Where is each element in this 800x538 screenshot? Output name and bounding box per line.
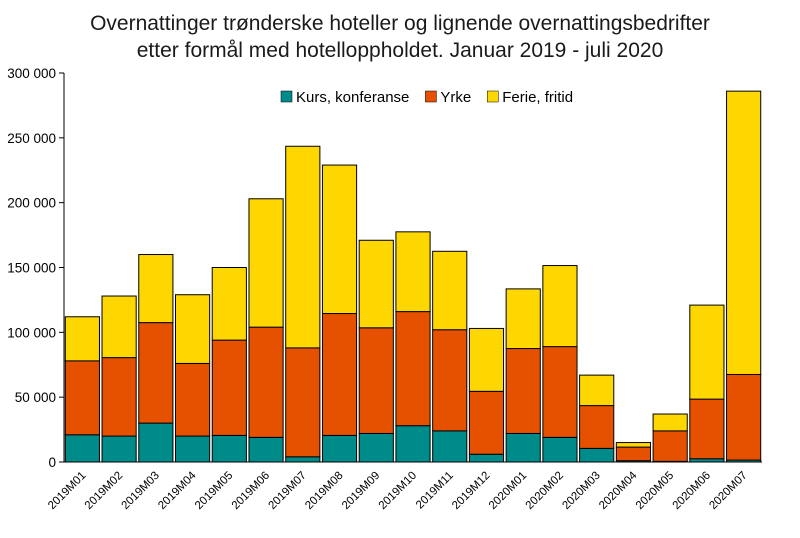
x-tick-label: 2019M10: [377, 470, 419, 512]
bar-2019M07-series-1: [285, 347, 321, 458]
y-axis: 0 50 000 100 000 150 000 200 000 250 000 300 0…: [7, 66, 65, 470]
x-axis: 2019M012019M022019M032019M042019M052019M…: [46, 461, 762, 512]
bar-2019M11-series-2: [432, 250, 468, 331]
legend-swatch: [280, 90, 293, 103]
bar-2019M05-series-0: [211, 434, 247, 463]
bar-2019M02-series-2: [101, 295, 137, 359]
x-tick-label: 2020M04: [597, 469, 640, 512]
bar-2019M02-series-0: [101, 435, 137, 463]
x-tick-label: 2019M03: [120, 470, 162, 512]
bar-2019M01-series-0: [64, 434, 100, 463]
y-tick-label: 0: [48, 455, 56, 470]
bar-2019M11-series-1: [432, 329, 468, 432]
x-tick-label: 2019M04: [156, 469, 199, 512]
bar-2020M07-series-1: [726, 373, 762, 461]
bar-2019M06-series-2: [248, 198, 284, 328]
x-tick-label: 2019M07: [267, 470, 309, 512]
bar-2019M10-series-1: [395, 311, 431, 427]
y-tick-label: 200 000: [7, 196, 56, 211]
x-tick-label: 2020M03: [560, 470, 602, 512]
legend-label: Ferie, fritid: [502, 89, 573, 106]
x-tick-label: 2020M01: [487, 470, 529, 512]
bar-2019M01-series-2: [64, 316, 100, 362]
bar-2019M07-series-2: [285, 145, 321, 349]
x-tick-label: 2019M12: [450, 470, 492, 512]
bar-2020M05-series-1: [652, 430, 688, 462]
bar-2019M09-series-1: [358, 327, 394, 434]
bar-2019M06-series-1: [248, 326, 284, 438]
bar-2020M05-series-2: [652, 413, 688, 432]
bar-2019M09-series-2: [358, 239, 394, 329]
bar-2020M04-series-1: [615, 446, 652, 462]
bar-2020M01-series-1: [505, 348, 541, 434]
bar-2020M02-series-2: [542, 265, 578, 348]
bar-2020M03-series-2: [579, 374, 615, 407]
bar-2019M07-series-0: [285, 456, 321, 463]
bar-2019M08-series-1: [321, 313, 358, 436]
bar-2019M11-series-0: [432, 430, 468, 463]
bar-2020M03-series-0: [579, 447, 615, 463]
x-tick-label: 2020M05: [634, 470, 676, 512]
bar-2019M08-series-0: [321, 434, 358, 463]
x-tick-label: 2020M07: [707, 470, 749, 512]
bar-2020M02-series-1: [542, 346, 578, 438]
bars-group: [64, 90, 762, 463]
bar-2019M05-series-1: [211, 339, 247, 436]
y-tick-label: 300 000: [7, 66, 56, 81]
x-tick-label: 2019M01: [46, 470, 88, 512]
x-tick-label: 2019M08: [303, 470, 345, 512]
legend-swatch: [425, 90, 437, 103]
bar-2019M05-series-2: [211, 267, 247, 341]
bar-2019M04-series-1: [175, 362, 211, 437]
legend-swatch: [487, 90, 499, 103]
bar-2019M04-series-0: [175, 435, 211, 463]
bar-2019M03-series-1: [138, 322, 174, 424]
bar-2020M06-series-2: [689, 304, 725, 400]
bar-2019M03-series-2: [138, 254, 174, 324]
bar-2019M03-series-0: [138, 422, 174, 463]
x-tick-label: 2019M02: [83, 470, 125, 512]
bar-2019M10-series-2: [395, 231, 431, 313]
bar-2019M12-series-2: [468, 327, 505, 392]
bar-2019M04-series-2: [175, 294, 211, 364]
bar-2019M01-series-1: [64, 360, 100, 436]
chart-subtitle: etter formål med hotelloppholdet. Januar…: [137, 39, 664, 62]
bar-2020M06-series-1: [689, 398, 725, 460]
bar-2019M12-series-1: [468, 390, 505, 455]
bar-2020M03-series-1: [579, 405, 615, 449]
y-tick-label: 150 000: [7, 261, 56, 276]
bar-2020M01-series-0: [505, 432, 541, 463]
y-tick-label: 250 000: [7, 131, 56, 146]
y-tick-label: 100 000: [7, 325, 56, 340]
bar-2020M02-series-0: [542, 436, 578, 463]
x-tick-label: 2020M02: [524, 470, 566, 512]
x-tick-label: 2019M05: [193, 470, 235, 512]
bar-2020M04-series-2: [615, 442, 652, 448]
chart-title: Overnattinger trønderske hoteller og lig…: [90, 12, 710, 35]
x-tick-label: 2020M06: [671, 470, 713, 512]
bar-2019M08-series-2: [321, 164, 358, 315]
bar-2019M02-series-1: [101, 357, 137, 437]
legend-label: Yrke: [440, 89, 471, 106]
legend-label: Kurs, konferanse: [296, 89, 409, 106]
bar-2020M01-series-2: [505, 288, 541, 350]
bar-2019M09-series-0: [358, 432, 394, 463]
x-tick-label: 2019M06: [230, 470, 272, 512]
x-tick-label: 2019M11: [414, 470, 456, 512]
bar-2019M12-series-0: [468, 453, 505, 463]
legend: Kurs, konferanse Yrke Ferie, fritid: [280, 89, 573, 106]
x-tick-label: 2019M09: [340, 470, 382, 512]
y-tick-label: 50 000: [15, 390, 56, 405]
bar-2019M06-series-0: [248, 436, 284, 463]
bar-2019M10-series-0: [395, 425, 431, 463]
bar-2020M07-series-2: [726, 90, 762, 375]
